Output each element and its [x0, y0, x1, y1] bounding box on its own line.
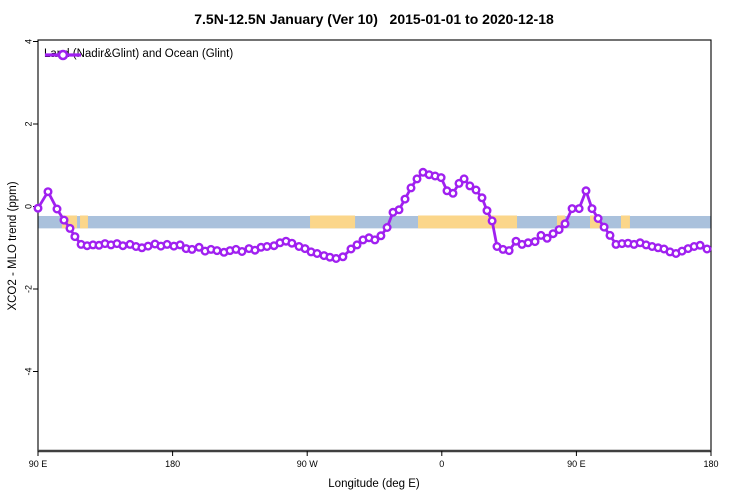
data-point [331, 253, 341, 263]
x-tick-label: 90 E [29, 459, 48, 469]
y-tick-label: 4 [23, 39, 33, 44]
x-tick-label: 180 [165, 459, 180, 469]
land-segment [310, 215, 356, 229]
data-point [412, 174, 422, 184]
chart-title: 7.5N-12.5N January (Ver 10) 2015-01-01 t… [194, 11, 554, 27]
data-point [394, 205, 404, 215]
data-point [352, 240, 362, 250]
y-tick-label: 0 [23, 204, 33, 209]
data-point [599, 222, 609, 232]
data-point [175, 240, 185, 250]
data-point [542, 233, 552, 243]
y-axis-title: XCO2 - MLO trend (ppm) [7, 181, 19, 311]
land-segment [620, 215, 630, 229]
data-point [312, 248, 322, 258]
legend: Land (Nadir&Glint) and Ocean (Glint) [44, 48, 234, 61]
data-point [59, 215, 69, 225]
data-point [530, 237, 540, 247]
data-point [400, 194, 410, 204]
ocean-band [38, 215, 711, 229]
data-point [593, 213, 603, 223]
data-point [162, 239, 172, 249]
x-axis-title: Longitude (deg E) [328, 478, 420, 490]
data-point [554, 225, 564, 235]
land-segment [80, 215, 88, 229]
data-point [287, 238, 297, 248]
data-point [262, 241, 272, 251]
data-point [52, 204, 62, 214]
data-point [567, 204, 577, 214]
data-point [605, 230, 615, 240]
data-point [212, 246, 222, 256]
land-segment [590, 215, 601, 229]
data-point [482, 206, 492, 216]
data-point [702, 244, 712, 254]
data-point [548, 229, 558, 239]
data-point [33, 203, 43, 213]
data-point [465, 181, 475, 191]
data-point [370, 235, 380, 245]
data-point [504, 246, 514, 256]
legend-key-icon [45, 49, 81, 61]
data-point [70, 232, 80, 242]
y-tick-label: -2 [23, 285, 33, 293]
data-point [194, 242, 204, 252]
data-point [118, 241, 128, 251]
data-point [471, 185, 481, 195]
x-tick-label: 180 [703, 459, 718, 469]
legend-label: Land (Nadir&Glint) and Ocean (Glint) [44, 48, 234, 60]
data-point [581, 186, 591, 196]
data-point [65, 223, 75, 233]
data-point [187, 244, 197, 254]
data-point [436, 173, 446, 183]
data-point [487, 216, 497, 226]
y-tick-label: -4 [23, 367, 33, 375]
data-point [143, 241, 153, 251]
data-point [43, 187, 53, 197]
data-point [406, 183, 416, 193]
x-tick-label: 90 E [567, 459, 586, 469]
x-tick-label: 0 [439, 459, 444, 469]
data-point [477, 193, 487, 203]
y-tick-label: 2 [23, 121, 33, 126]
data-point [574, 204, 584, 214]
data-point [695, 240, 705, 250]
data-point [346, 244, 356, 254]
data-point [382, 222, 392, 232]
data-point [448, 188, 458, 198]
land-segment [418, 215, 518, 229]
data-point [587, 204, 597, 214]
data-point [523, 238, 533, 248]
data-point [560, 219, 570, 229]
data-point [376, 231, 386, 241]
data-point [338, 252, 348, 262]
data-point [459, 174, 469, 184]
data-point [237, 246, 247, 256]
x-tick-label: 90 W [297, 459, 319, 469]
